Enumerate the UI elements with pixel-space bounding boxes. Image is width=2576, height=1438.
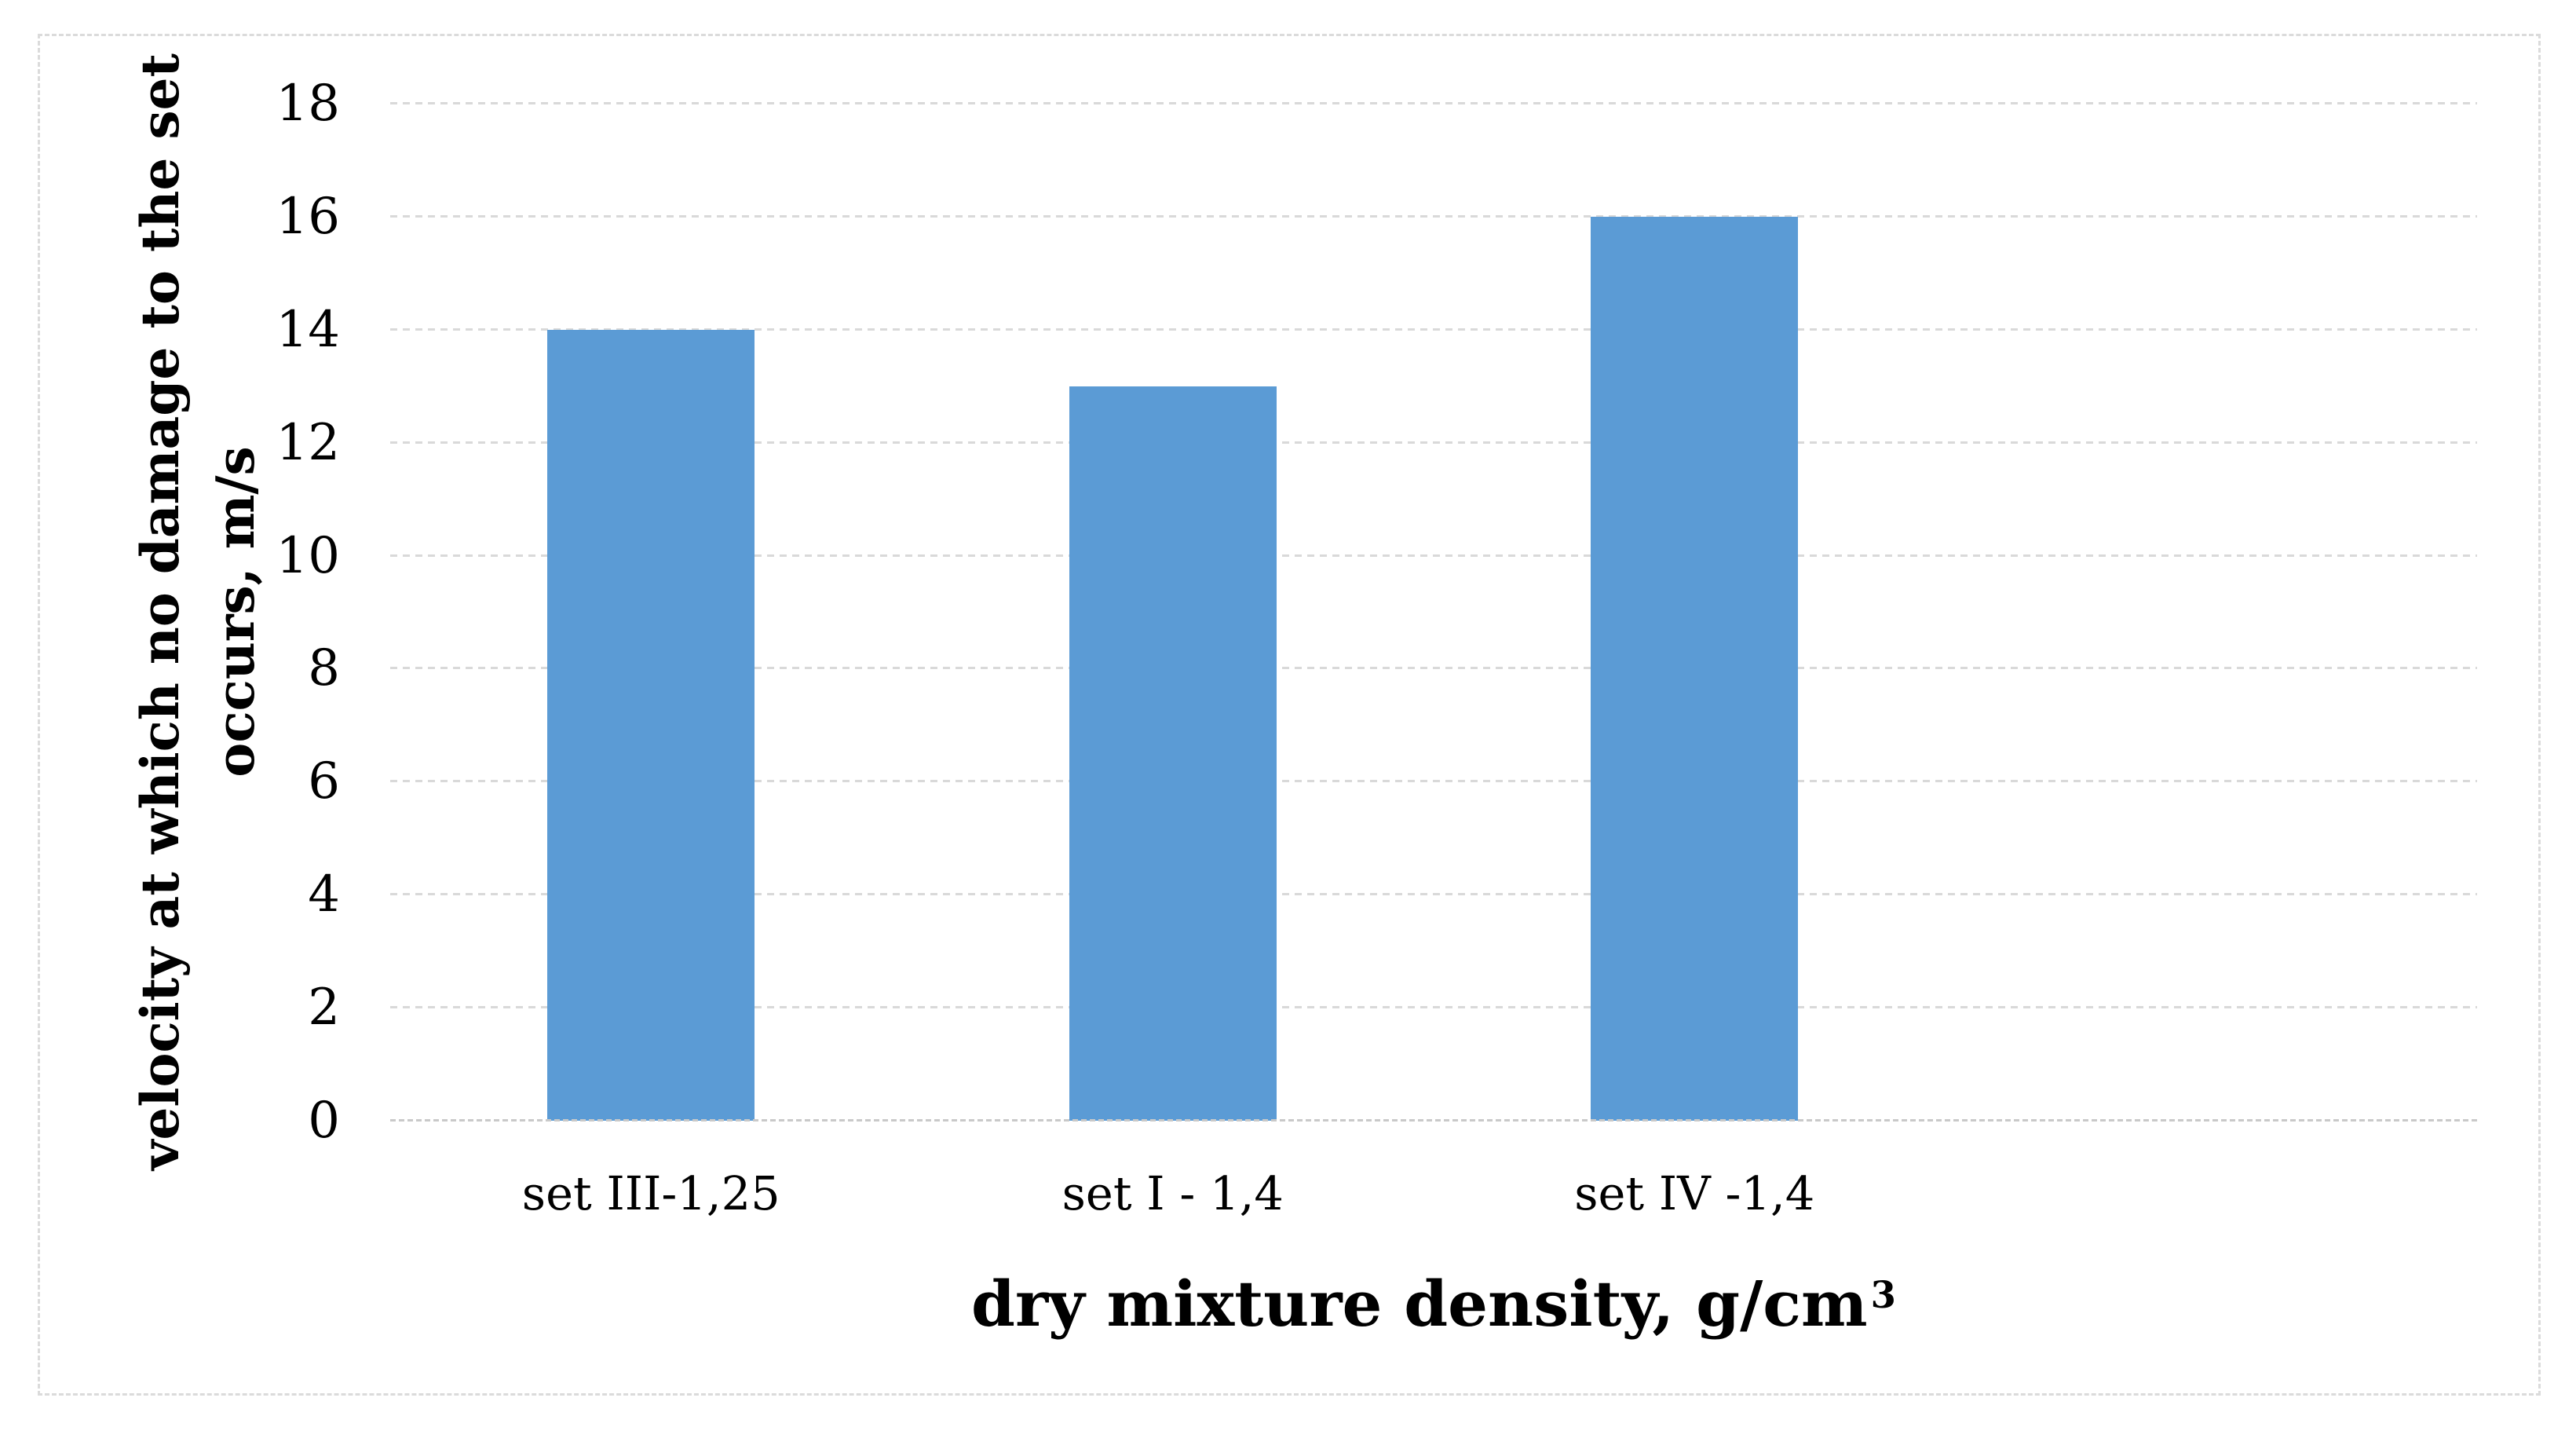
gridline [390, 667, 2477, 670]
x-axis-category-labels: set III-1,25 set I - 1,4 set IV -1,4 [390, 1121, 2477, 1278]
gridline [390, 780, 2477, 783]
y-tick-label: 14 [276, 300, 340, 359]
y-tick-label: 6 [308, 752, 340, 811]
gridline [390, 554, 2477, 557]
y-tick-label: 8 [308, 639, 340, 698]
x-axis-title-text: dry mixture density, g/cm [971, 1267, 1868, 1341]
gridline [390, 893, 2477, 896]
x-axis-title: dry mixture density, g/cm3 [390, 1263, 2477, 1354]
bar [1069, 386, 1277, 1121]
x-axis-line [390, 1119, 2477, 1121]
gridline [390, 102, 2477, 104]
x-axis-title-superscript: 3 [1870, 1272, 1896, 1316]
plot-area [390, 102, 2477, 1121]
y-tick-label: 2 [308, 979, 340, 1037]
y-tick-label: 0 [308, 1092, 340, 1150]
x-category-label: set I - 1,4 [1061, 1166, 1284, 1220]
x-category-label: set III-1,25 [521, 1166, 780, 1220]
chart-border [38, 34, 2541, 1396]
gridline [390, 214, 2477, 218]
y-tick-label: 12 [276, 413, 340, 472]
y-axis-tick-labels: 0 2 4 6 8 10 12 14 16 18 [0, 0, 390, 1438]
x-category-label: set IV -1,4 [1574, 1166, 1815, 1220]
gridline [390, 1006, 2477, 1009]
y-tick-label: 16 [276, 187, 340, 246]
gridline [390, 327, 2477, 331]
bar [1591, 216, 1799, 1121]
y-tick-label: 18 [276, 75, 340, 133]
y-tick-label: 10 [276, 526, 340, 585]
bar [547, 329, 755, 1121]
gridline [390, 441, 2477, 444]
y-tick-label: 4 [308, 865, 340, 924]
